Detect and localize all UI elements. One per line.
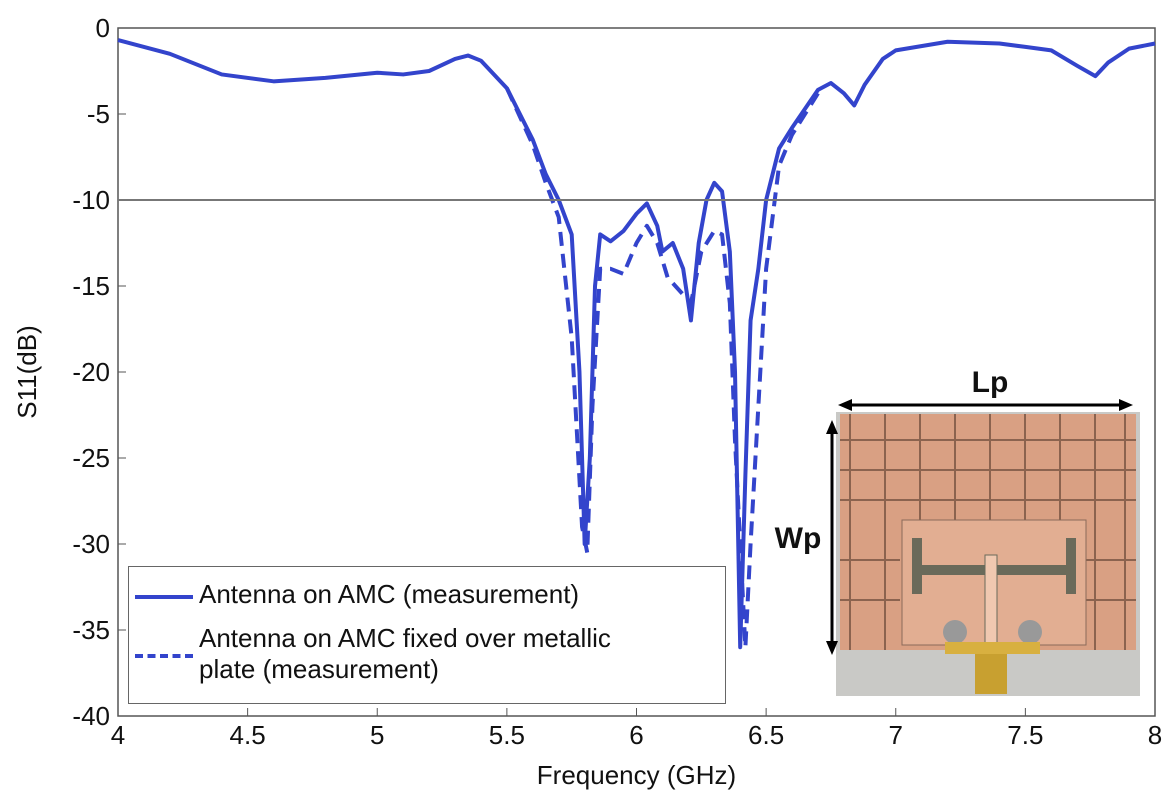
y-tick-label: -35 xyxy=(72,615,110,645)
y-axis-label: S11(dB) xyxy=(12,325,42,418)
y-tick-label: -30 xyxy=(72,529,110,559)
legend-label: Antenna on AMC (measurement) xyxy=(199,579,580,609)
series-line xyxy=(505,87,820,650)
x-tick-label: 4 xyxy=(111,720,125,750)
x-tick-label: 5 xyxy=(370,720,384,750)
x-tick-label: 6.5 xyxy=(748,720,784,750)
annotation: Wp xyxy=(775,522,822,555)
x-tick-label: 6 xyxy=(629,720,643,750)
y-tick-label: -40 xyxy=(72,701,110,731)
annotation: Lp xyxy=(972,366,1009,399)
y-tick-label: -10 xyxy=(72,185,110,215)
legend: Antenna on AMC (measurement) Antenna on … xyxy=(128,566,726,704)
x-tick-label: 7.5 xyxy=(1007,720,1043,750)
x-tick-label: 7 xyxy=(889,720,903,750)
y-tick-label: 0 xyxy=(96,13,110,43)
y-tick-label: -5 xyxy=(87,99,110,129)
inset-photo xyxy=(826,399,1140,696)
y-tick-label: -15 xyxy=(72,271,110,301)
series-line xyxy=(117,38,1156,650)
legend-swatch xyxy=(135,654,193,658)
x-tick-label: 4.5 xyxy=(230,720,266,750)
y-tick-label: -25 xyxy=(72,443,110,473)
legend-label: Antenna on AMC fixed over metallic plate… xyxy=(199,623,611,684)
x-axis-label: Frequency (GHz) xyxy=(537,760,736,790)
x-tick-label: 8 xyxy=(1148,720,1162,750)
x-tick-label: 5.5 xyxy=(489,720,525,750)
legend-swatch xyxy=(135,595,193,599)
y-tick-label: -20 xyxy=(72,357,110,387)
